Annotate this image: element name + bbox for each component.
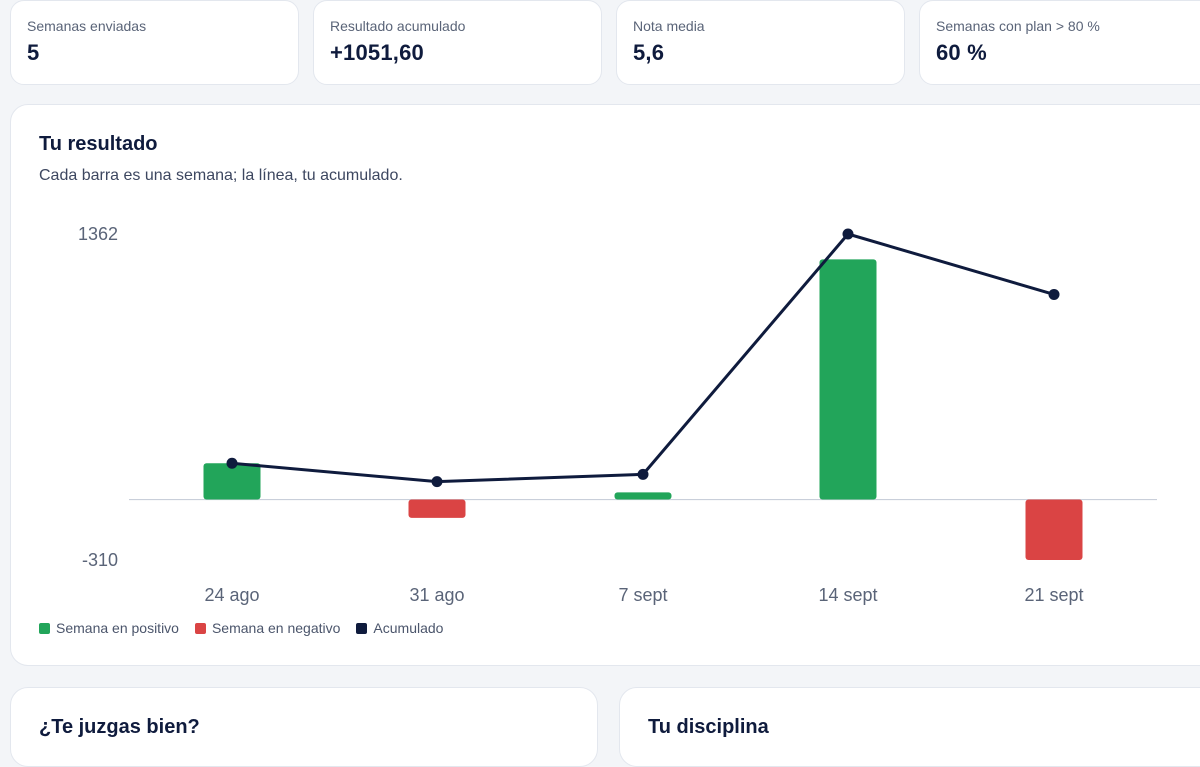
weekly-result-bar xyxy=(614,492,672,500)
accumulated-point xyxy=(637,468,649,480)
section-title: ¿Te juzgas bien? xyxy=(39,716,200,738)
discipline-card: Tu disciplina xyxy=(619,687,1200,767)
legend-item-positive: Semana en positivo xyxy=(39,620,179,636)
stat-card-accumulated-result: Resultado acumulado +1051,60 xyxy=(313,0,602,85)
stat-value: 5 xyxy=(27,40,40,65)
chart-subtitle: Cada barra es una semana; la línea, tu a… xyxy=(39,167,403,184)
x-tick-label: 21 sept xyxy=(1024,585,1083,605)
self-assessment-card: ¿Te juzgas bien? xyxy=(10,687,598,767)
legend-label: Acumulado xyxy=(373,620,444,636)
stat-card-plan-weeks: Semanas con plan > 80 % 60 % xyxy=(919,0,1200,85)
stat-card-average-grade: Nota media 5,6 xyxy=(616,0,905,85)
accumulated-point xyxy=(842,228,854,240)
accumulated-point xyxy=(226,457,238,469)
stat-value: +1051,60 xyxy=(330,40,424,65)
legend-swatch-positive xyxy=(39,622,50,634)
weekly-result-bar xyxy=(819,259,877,500)
stat-value: 60 % xyxy=(936,40,987,65)
result-chart-card: Tu resultado Cada barra es una semana; l… xyxy=(10,104,1200,666)
stat-value: 5,6 xyxy=(633,40,665,65)
y-tick-label: -310 xyxy=(82,550,118,570)
stat-label: Resultado acumulado xyxy=(330,18,466,34)
accumulated-line xyxy=(231,232,1055,484)
legend-label: Semana en negativo xyxy=(211,620,341,636)
stat-label: Nota media xyxy=(633,18,705,34)
weekly-result-bar xyxy=(1025,499,1083,560)
x-tick-label: 24 ago xyxy=(204,585,259,605)
weekly-result-bar xyxy=(203,463,261,500)
stat-card-weeks-sent: Semanas enviadas 5 xyxy=(10,0,299,85)
legend-label: Semana en positivo xyxy=(56,620,179,636)
x-tick-label: 14 sept xyxy=(818,585,877,605)
chart-legend: Semana en positivo Semana en negativo Ac… xyxy=(39,620,443,636)
accumulated-point xyxy=(1048,288,1060,300)
legend-item-negative: Semana en negativo xyxy=(194,620,341,636)
accumulated-point xyxy=(431,476,443,488)
stat-label: Semanas enviadas xyxy=(27,18,147,34)
stats-row: Semanas enviadas 5 Resultado acumulado +… xyxy=(10,0,1200,86)
y-tick-label: 1362 xyxy=(78,224,118,244)
legend-swatch-accumulated xyxy=(356,622,368,634)
x-tick-label: 31 ago xyxy=(409,585,464,605)
legend-item-accumulated: Acumulado xyxy=(356,620,443,636)
weekly-result-bar xyxy=(408,499,466,518)
x-tick-label: 7 sept xyxy=(618,585,667,605)
weekly-result-chart: 1362 -310 24 ago 31 ago 7 sept 14 sept 21 sept xyxy=(78,224,1157,605)
chart-title: Tu resultado xyxy=(39,133,158,155)
legend-swatch-negative xyxy=(194,622,206,634)
section-title: Tu disciplina xyxy=(648,716,769,738)
stat-label: Semanas con plan > 80 % xyxy=(936,18,1100,34)
